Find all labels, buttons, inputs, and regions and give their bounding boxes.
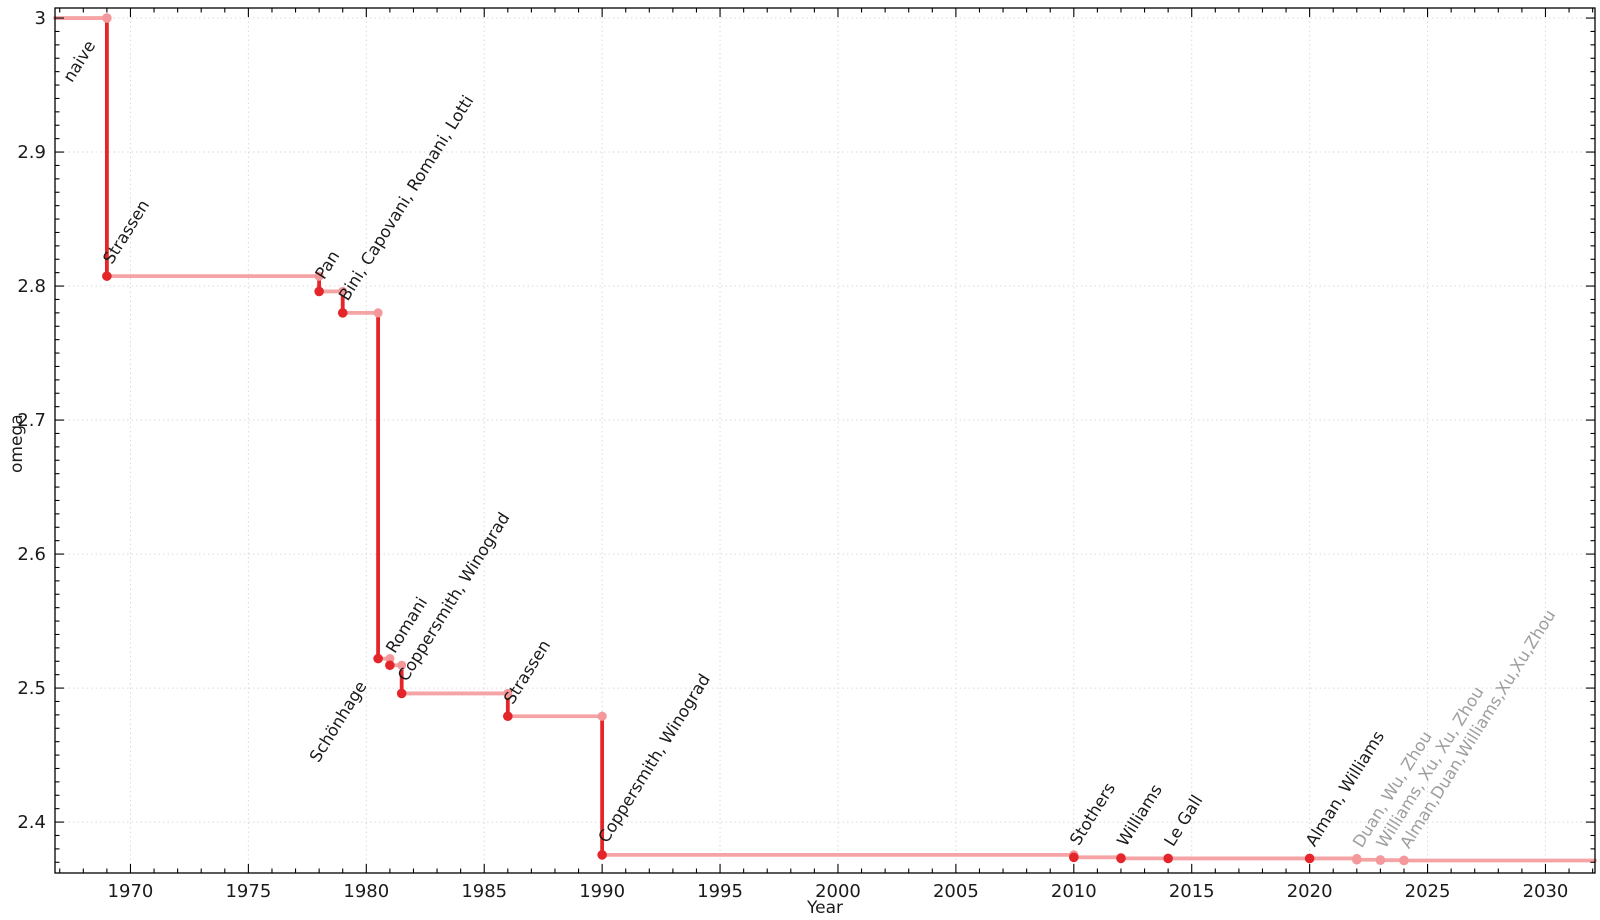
x-tick-label: 1985 [461, 881, 507, 902]
y-axis-label: omega [7, 414, 27, 473]
point-label: Bini, Capovani, Romani, Lotti [335, 92, 477, 304]
y-tick-label: 3 [35, 8, 46, 29]
x-tick-label: 2025 [1405, 881, 1451, 902]
point-label: Williams, Xu, Xu, Zhou [1373, 683, 1488, 851]
data-point [337, 308, 348, 318]
point-label: Schönhage [306, 678, 371, 766]
x-tick-label: 2015 [1169, 881, 1215, 902]
data-point [503, 711, 513, 722]
data-point [102, 271, 112, 281]
data-point [373, 653, 383, 664]
point-label: Le Gall [1160, 792, 1206, 850]
series-horizontal-segments [53, 16, 1597, 863]
x-tick-label: 1995 [697, 881, 743, 902]
data-point [1352, 854, 1362, 865]
y-tick-label: 2.9 [17, 142, 46, 163]
y-tick-label: 2.4 [17, 812, 46, 833]
x-tick-label: 2005 [933, 881, 979, 902]
series-vertical-segments [104, 16, 1359, 862]
grid [55, 8, 1595, 873]
point-label: Coppersmith, Winograd [394, 509, 514, 685]
x-tick-label: 1970 [108, 881, 154, 902]
data-points [102, 13, 1409, 866]
data-point [314, 286, 324, 297]
tick-labels: 1970 1975 1980 1985 1990 1995 2000 2005 2010 2015… [17, 8, 1568, 902]
x-axis-label: Year [807, 898, 843, 918]
step-corner-point [597, 711, 607, 721]
data-point [1116, 853, 1126, 864]
x-tick-label: 2030 [1523, 881, 1569, 902]
step-corner-points [102, 13, 1409, 865]
step-corner-point [338, 286, 348, 297]
data-point [102, 13, 112, 23]
point-label: Williams [1113, 781, 1166, 850]
step-corner-point [314, 271, 324, 281]
point-label: Strassen [500, 637, 554, 708]
data-point [1069, 852, 1079, 863]
data-point [1399, 855, 1409, 866]
y-tick-label: 2.8 [17, 276, 46, 297]
y-tick-label: 2.6 [17, 544, 46, 565]
x-tick-label: 2000 [815, 881, 861, 902]
step-corner-point [385, 653, 395, 664]
x-tick-label: 1980 [343, 881, 389, 902]
x-tick-label: 2010 [1051, 881, 1097, 902]
x-tick-label: 2020 [1287, 881, 1333, 902]
point-label: naive [59, 37, 99, 85]
x-tick-label: 1990 [579, 881, 625, 902]
y-tick-label: 2.7 [17, 410, 46, 431]
data-point [396, 688, 407, 699]
point-label: Coppersmith, Winograd [594, 670, 714, 846]
axes-frame [54, 7, 1596, 874]
axis-ticks [55, 8, 1595, 873]
data-point [1375, 855, 1386, 865]
step-corner-point [503, 688, 513, 699]
step-corner-point [373, 308, 383, 318]
x-tick-label: 1975 [225, 881, 271, 902]
y-tick-label: 2.5 [17, 678, 46, 699]
data-point [385, 660, 395, 671]
data-point [1304, 853, 1315, 864]
data-point [1163, 853, 1173, 864]
data-point [597, 850, 607, 860]
step-corner-point [397, 660, 407, 670]
